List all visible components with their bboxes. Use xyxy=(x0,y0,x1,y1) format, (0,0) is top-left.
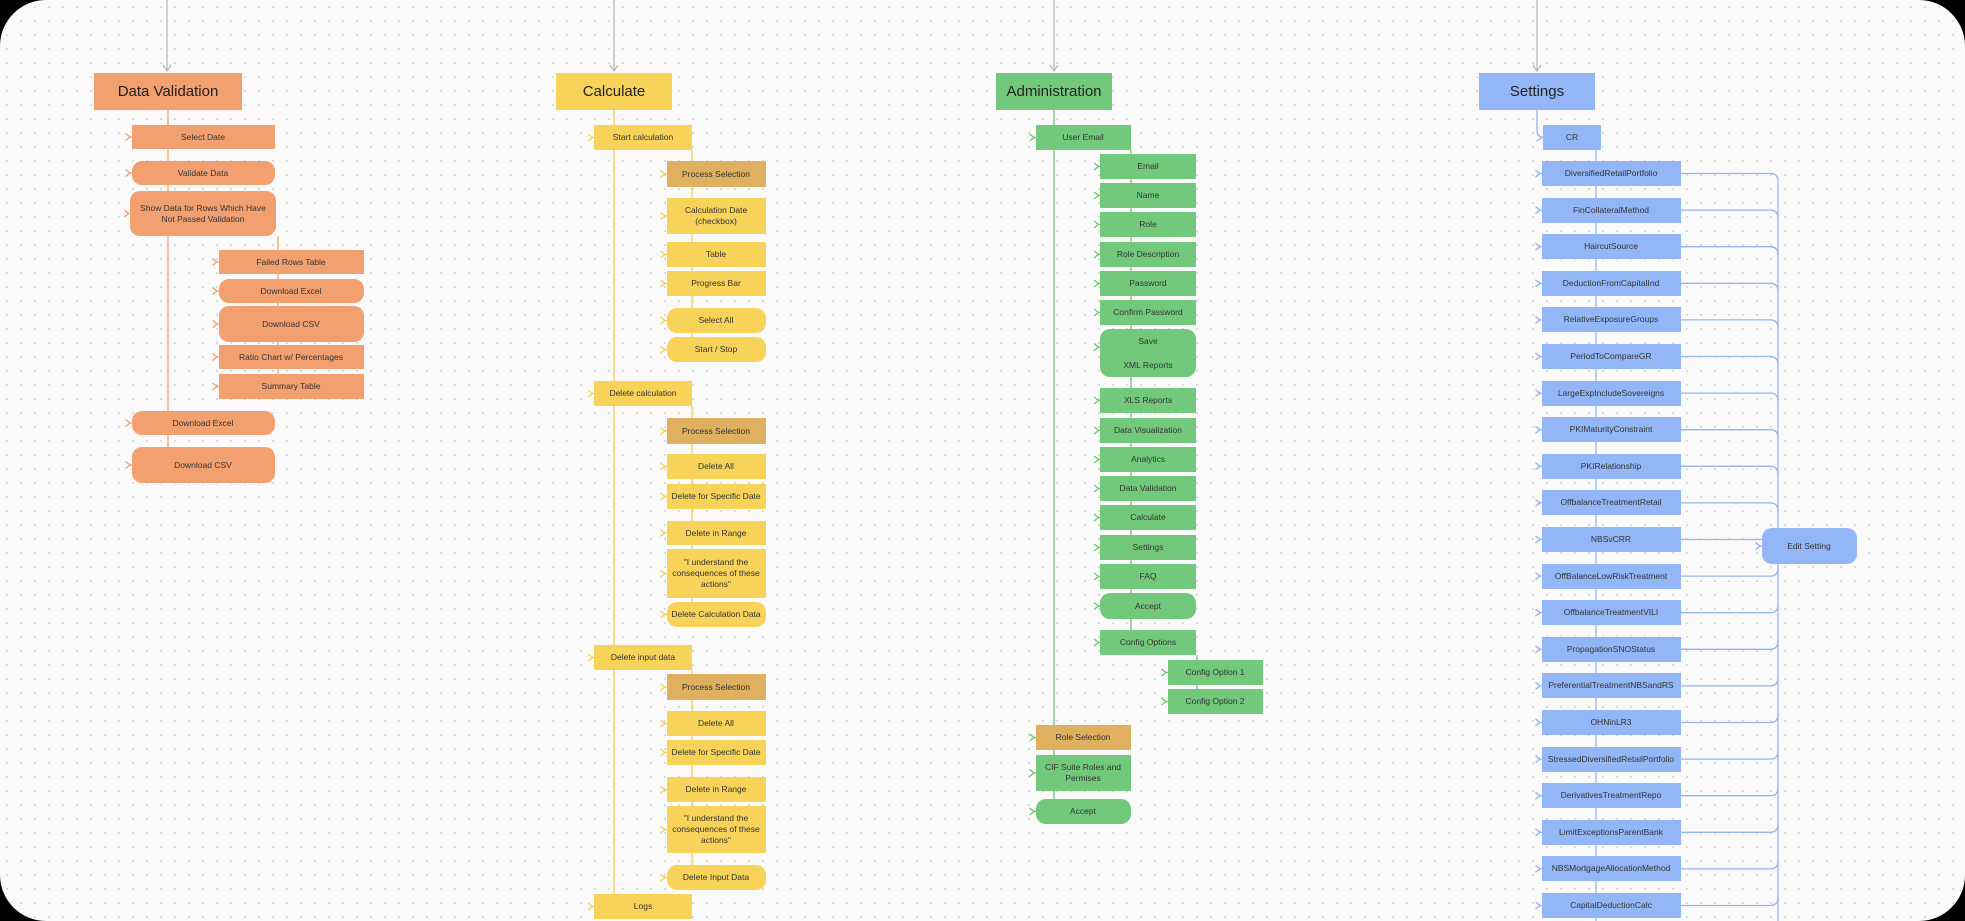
node-ca9: Process Selection xyxy=(666,418,766,444)
node-ad11: Data Visualization xyxy=(1100,418,1196,443)
node-dv5: Download Excel xyxy=(218,279,364,303)
node-st14: PropagationSNOStatus xyxy=(1541,636,1681,662)
node-st21: CapitalDeductionCalc xyxy=(1541,893,1681,918)
node-ad23: Accept xyxy=(1035,799,1131,824)
node-ad6: Password xyxy=(1100,271,1196,296)
node-st19: LimitExceptionsParentBank xyxy=(1541,819,1681,845)
node-ca4: Table xyxy=(666,242,766,267)
node-st12: OffBalanceLowRiskTreatment xyxy=(1541,563,1681,589)
node-ad22: CIF Suite Roles and Permises xyxy=(1035,755,1131,791)
node-ca20: "I understand the consequences of these … xyxy=(666,806,766,853)
node-st15: PreferentialTreatmentNBSandRS xyxy=(1541,673,1681,699)
node-st0: CR xyxy=(1543,125,1601,150)
node-ca22: Logs xyxy=(594,894,692,919)
node-ad4: Role xyxy=(1100,212,1196,237)
node-st11: NBSvCRR xyxy=(1541,527,1681,552)
node-dv1: Select Date xyxy=(131,125,275,149)
node-st10: OffbalanceTreatmentRetail xyxy=(1541,490,1681,516)
node-ca11: Delete for Specific Date xyxy=(666,484,766,509)
node-ca18: Delete for Specific Date xyxy=(666,740,766,765)
section-header-dv: Data Validation xyxy=(94,73,242,110)
node-ca19: Delete in Range xyxy=(666,777,766,802)
node-ca6: Select All xyxy=(666,308,766,333)
node-ad18: Config Options xyxy=(1100,630,1196,655)
node-st20: NBSMortgageAllocationMethod xyxy=(1541,856,1681,882)
section-header-ad: Administration xyxy=(996,73,1112,110)
node-ca8: Delete calculation xyxy=(594,381,692,406)
node-ca2: Process Selection xyxy=(666,161,766,187)
node-ad7: Confirm Password xyxy=(1100,300,1196,325)
node-st2: FinCollateralMethod xyxy=(1541,197,1681,223)
node-ca21: Delete Input Data xyxy=(666,865,766,890)
node-st1: DiversifiedRetailPortfolio xyxy=(1541,161,1681,186)
node-ca15: Delete input data xyxy=(594,645,692,670)
node-st4: DeductionFromCapitalInd xyxy=(1541,270,1681,296)
node-st16: OHNinLR3 xyxy=(1541,710,1681,735)
node-ca17: Delete All xyxy=(666,711,766,736)
node-st9: PKIRelationship xyxy=(1541,453,1681,479)
node-st22: Edit Setting xyxy=(1761,528,1857,564)
node-ad14: Calculate xyxy=(1100,505,1196,530)
node-ad13: Data Validation xyxy=(1100,476,1196,501)
node-ad5: Role Description xyxy=(1100,242,1196,267)
node-ad9: XML Reports xyxy=(1100,353,1196,377)
node-ca1: Start calculation xyxy=(594,125,692,150)
node-ca14: Delete Calculation Data xyxy=(666,602,766,627)
node-st5: RelativeExposureGroups xyxy=(1541,307,1681,333)
node-dv2: Validate Data xyxy=(131,161,275,185)
node-st18: DerivativesTreatmentRepo xyxy=(1541,783,1681,809)
section-header-ca: Calculate xyxy=(556,73,672,110)
node-dv6: Download CSV xyxy=(218,306,364,342)
node-ad19: Config Option 1 xyxy=(1167,660,1263,685)
node-dv8: Summary Table xyxy=(218,374,364,399)
node-ca16: Process Selection xyxy=(666,674,766,700)
section-header-st: Settings xyxy=(1479,73,1595,110)
node-ad16: FAQ xyxy=(1100,564,1196,589)
node-ad21: Role Selection xyxy=(1035,725,1131,750)
node-ca5: Progress Bar xyxy=(666,271,766,296)
node-ad8: Save xyxy=(1100,329,1196,353)
node-st3: HaircutSource xyxy=(1541,234,1681,260)
node-st8: PKIMaturityConstraint xyxy=(1541,417,1681,443)
node-ca7: Start / Stop xyxy=(666,337,766,362)
node-dv9: Download Excel xyxy=(131,411,275,435)
node-ad17: Accept xyxy=(1100,593,1196,619)
node-ca3: Calculation Date (checkbox) xyxy=(666,198,766,234)
node-dv4: Failed Rows Table xyxy=(218,250,364,274)
node-st7: LargeExpIncludeSovereigns xyxy=(1541,380,1681,406)
node-ca10: Delete All xyxy=(666,454,766,479)
node-ad20: Config Option 2 xyxy=(1167,689,1263,714)
node-ca13: "I understand the consequences of these … xyxy=(666,549,766,598)
node-ad1: User Email xyxy=(1035,125,1131,150)
node-ad3: Name xyxy=(1100,183,1196,208)
node-ad15: Settings xyxy=(1100,535,1196,560)
node-dv3: Show Data for Rows Which Have Not Passed… xyxy=(130,191,276,236)
node-st6: PeriodToCompareGR xyxy=(1541,344,1681,369)
node-st13: OffbalanceTreatmentVILI xyxy=(1541,600,1681,626)
node-ad10: XLS Reports xyxy=(1100,388,1196,413)
node-ad12: Analytics xyxy=(1100,447,1196,472)
node-dv7: Ratio Chart w/ Percentages xyxy=(218,345,364,369)
node-ca12: Delete in Range xyxy=(666,521,766,545)
node-st17: StressedDiversifiedRetailPortfolio xyxy=(1541,746,1681,772)
node-dv10: Download CSV xyxy=(131,447,275,483)
node-ad2: Email xyxy=(1100,154,1196,179)
